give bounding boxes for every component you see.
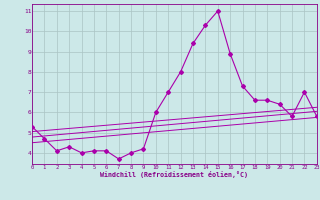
X-axis label: Windchill (Refroidissement éolien,°C): Windchill (Refroidissement éolien,°C) bbox=[100, 171, 248, 178]
